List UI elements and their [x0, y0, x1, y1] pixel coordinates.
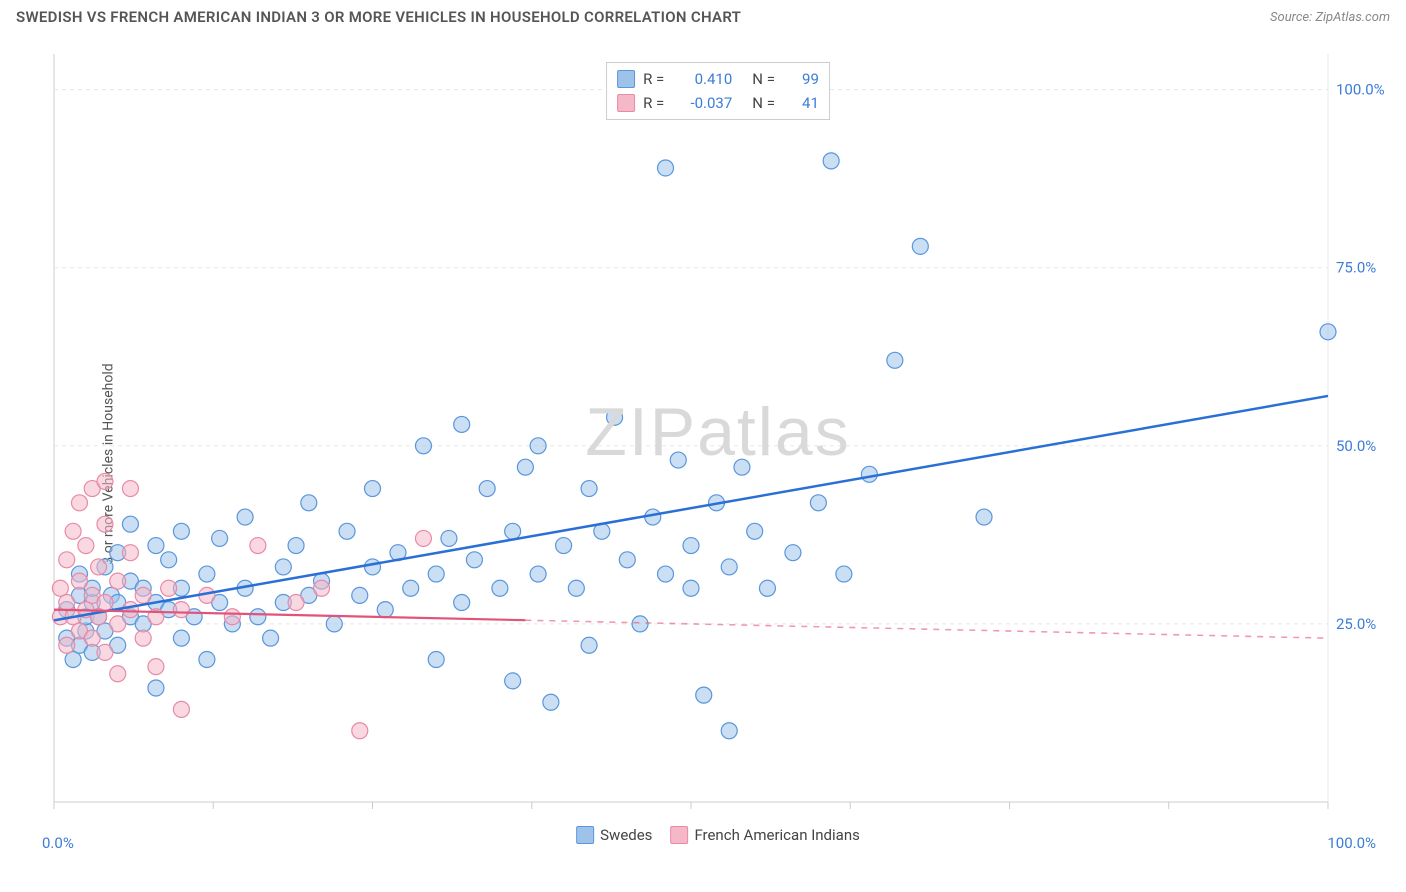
r-label: R = — [643, 67, 664, 91]
source-label: Source: ZipAtlas.com — [1270, 10, 1390, 25]
header: SWEDISH VS FRENCH AMERICAN INDIAN 3 OR M… — [0, 0, 1406, 30]
r-value: 0.410 — [672, 67, 732, 91]
plot-area: 25.0%50.0%75.0%100.0% ZIPatlas R =0.410N… — [48, 48, 1388, 848]
n-value: 41 — [783, 91, 819, 115]
legend-label: Swedes — [600, 826, 652, 844]
svg-text:100.0%: 100.0% — [1336, 81, 1385, 99]
legend-swatch — [576, 826, 594, 844]
svg-text:75.0%: 75.0% — [1336, 259, 1376, 277]
source-prefix: Source: — [1270, 10, 1315, 25]
source-name: ZipAtlas.com — [1315, 10, 1390, 25]
r-value: -0.037 — [672, 91, 732, 115]
chart-container: 3 or more Vehicles in Household 25.0%50.… — [0, 36, 1406, 892]
legend-item: French American Indians — [670, 826, 859, 844]
stats-row: R = 0.410 N = 99 — [617, 67, 819, 91]
stats-legend-box: R = 0.410 N = 99 R = -0.037 N = 41 — [606, 62, 830, 120]
scatter-chart: 25.0% 50.0% 75.0% 100.0% — [48, 48, 1388, 848]
legend-label: French American Indians — [694, 826, 859, 844]
n-label: N = — [752, 91, 775, 115]
r-label: R = — [643, 91, 664, 115]
svg-text:25.0%: 25.0% — [1336, 615, 1376, 633]
chart-title: SWEDISH VS FRENCH AMERICAN INDIAN 3 OR M… — [16, 8, 741, 26]
n-label: N = — [752, 67, 775, 91]
legend-swatch — [670, 826, 688, 844]
x-axis-max-label: 100.0% — [1327, 834, 1376, 852]
svg-text:50.0%: 50.0% — [1336, 437, 1376, 455]
legend-swatch — [617, 70, 635, 88]
x-axis-min-label: 0.0% — [42, 834, 74, 852]
stats-row: R = -0.037 N = 41 — [617, 91, 819, 115]
legend-swatch — [617, 94, 635, 112]
n-value: 99 — [783, 67, 819, 91]
legend-item: Swedes — [576, 826, 652, 844]
bottom-legend: Swedes French American Indians — [576, 826, 860, 844]
